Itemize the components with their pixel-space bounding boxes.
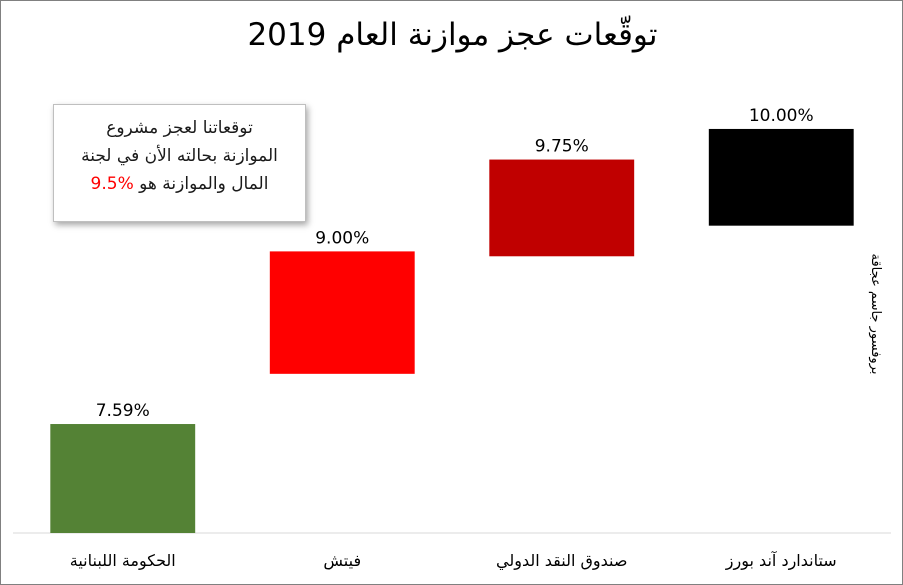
annotation-line-2: الموازنة بحالته الأن في لجنة [81,146,278,166]
annotation-highlight-value: %9.5 [90,174,134,194]
bar-2 [269,251,415,374]
x-tick-label-4: ستاندارد آند بورز [725,551,837,571]
annotation-box: توقعاتنا لعجز مشروع الموازنة بحالته الأن… [53,104,306,222]
x-tick-label-1: الحكومة اللبنانية [70,551,176,571]
data-label-3: 9.75% [535,137,589,157]
data-label-4: 10.00% [749,106,814,126]
bar-4 [708,128,854,226]
side-author-label: بروفسور جاسم عجاقة [868,253,883,375]
bar-3 [489,159,635,257]
annotation-line-3: المال والموازنة هو %9.5 [54,170,305,198]
data-label-2: 9.00% [315,228,369,248]
bar-1 [50,424,196,533]
x-tick-label-2: فيتش [323,551,361,571]
data-label-1: 7.59% [96,401,150,421]
chart-title: توقّعات عجز موازنة العام 2019 [247,17,658,53]
annotation-line-1: توقعاتنا لعجز مشروع [106,118,253,138]
x-tick-label-3: صندوق النقد الدولي [496,551,627,571]
annotation-line-3-text: المال والموازنة هو [139,174,269,194]
